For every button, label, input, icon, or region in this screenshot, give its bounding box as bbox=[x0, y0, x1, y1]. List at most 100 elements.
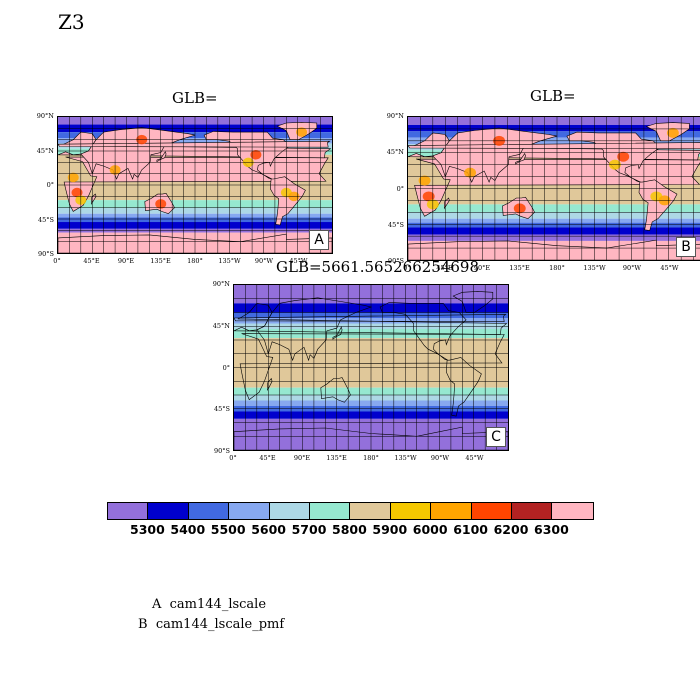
namerica-outline bbox=[379, 302, 467, 361]
samerica-outline bbox=[445, 357, 482, 417]
uk-outline bbox=[234, 313, 507, 323]
lon-tick-label: 180° bbox=[363, 454, 379, 462]
lon-tick-label: 0° bbox=[229, 454, 237, 462]
lon-tick-label: 135°W bbox=[583, 264, 606, 272]
contour-highlight bbox=[250, 150, 262, 160]
samerica-outline bbox=[269, 176, 306, 226]
panel-c-title: GLB=5661.565266254698 bbox=[276, 258, 479, 276]
contour-band bbox=[408, 212, 700, 219]
lat-tick-label: 45°S bbox=[214, 405, 230, 414]
colorbar-swatch bbox=[148, 503, 189, 519]
lon-tick-label: 90°E bbox=[473, 264, 491, 272]
map-svg bbox=[58, 117, 332, 253]
colorbar-swatch bbox=[108, 503, 149, 519]
lon-tick-label: 135°E bbox=[150, 257, 171, 265]
colorbar-swatch bbox=[431, 503, 472, 519]
legend-entry-a: A cam144_lscale bbox=[152, 597, 267, 612]
lon-tick-label: 45°W bbox=[289, 257, 308, 265]
lon-tick-label: 135°E bbox=[326, 454, 347, 462]
colorbar-swatch bbox=[350, 503, 391, 519]
lon-tick-label: 45°E bbox=[83, 257, 100, 265]
japan-outline bbox=[156, 151, 167, 163]
colorbar-label: 5800 bbox=[331, 522, 367, 537]
colorbar-label: 5700 bbox=[291, 522, 327, 537]
lon-tick-label: 90°E bbox=[293, 454, 311, 462]
panel-a-title: GLB= bbox=[172, 89, 218, 107]
uk-outline bbox=[58, 140, 331, 148]
contour-highlight bbox=[67, 172, 79, 183]
lon-tick-label: 180° bbox=[187, 257, 203, 265]
japan-outline bbox=[332, 326, 343, 340]
colorbar-label: 5400 bbox=[170, 522, 206, 537]
lon-tick-label: 135°W bbox=[394, 454, 417, 462]
lon-tick-label: 45°W bbox=[465, 454, 484, 462]
contour-highlight bbox=[296, 127, 308, 137]
uk-outline bbox=[408, 142, 700, 150]
lon-tick-label: 0° bbox=[403, 264, 411, 272]
colorbar-swatch bbox=[471, 503, 512, 519]
lat-tick-label: 0° bbox=[46, 181, 54, 189]
contour-highlight bbox=[422, 191, 435, 202]
colorbar-swatch bbox=[511, 503, 553, 519]
contour-highlight bbox=[418, 175, 431, 186]
colorbar-label: 5300 bbox=[129, 522, 165, 537]
lat-tick-label: 90°N bbox=[386, 112, 404, 120]
colorbar-label: 6300 bbox=[533, 522, 569, 537]
colorbar-swatch bbox=[229, 503, 270, 519]
colorbar-label: 5500 bbox=[210, 522, 246, 537]
lon-tick-label: 45°E bbox=[259, 454, 276, 462]
contour-band bbox=[408, 218, 700, 223]
page-title: Z3 bbox=[58, 10, 85, 34]
map-svg bbox=[408, 117, 700, 260]
contour-highlight bbox=[666, 127, 679, 138]
colorbar-label: 6100 bbox=[453, 522, 488, 537]
contour-band bbox=[408, 204, 700, 213]
colorbar-label: 5900 bbox=[372, 522, 408, 537]
contour-band bbox=[408, 124, 700, 132]
lon-tick-label: 45°W bbox=[660, 264, 679, 272]
contour-highlight bbox=[617, 151, 630, 162]
colorbar-swatch bbox=[188, 503, 230, 519]
contour-highlight bbox=[71, 187, 83, 198]
panel-b-tag: B bbox=[676, 237, 696, 257]
lat-tick-label: 45°N bbox=[212, 321, 230, 330]
lon-tick-label: 90°W bbox=[254, 257, 274, 265]
samerica-outline bbox=[638, 179, 678, 231]
lon-tick-label: 135°W bbox=[218, 257, 241, 265]
lat-tick-label: 0° bbox=[396, 184, 404, 193]
lon-tick-label: 0° bbox=[53, 257, 61, 265]
map-svg bbox=[234, 285, 508, 450]
lon-tick-label: 180° bbox=[549, 264, 565, 272]
lat-tick-label: 90°S bbox=[38, 250, 54, 258]
colorbar-swatch bbox=[309, 503, 351, 519]
lon-tick-label: 135°E bbox=[509, 264, 530, 272]
map-panel-a bbox=[57, 116, 333, 254]
lon-tick-label: 90°W bbox=[430, 454, 450, 462]
lat-tick-label: 0° bbox=[222, 363, 230, 372]
lat-tick-label: 45°N bbox=[386, 148, 404, 157]
lat-tick-label: 45°N bbox=[36, 146, 54, 155]
colorbar-label: 5600 bbox=[251, 522, 286, 537]
lat-tick-label: 90°S bbox=[388, 257, 404, 265]
colorbar-label: 6000 bbox=[412, 522, 448, 537]
japan-outline bbox=[515, 152, 526, 165]
lon-tick-label: 45°E bbox=[436, 264, 453, 272]
contour-band bbox=[408, 131, 700, 138]
map-panel-b bbox=[407, 116, 700, 261]
lat-tick-label: 90°N bbox=[212, 280, 230, 288]
lon-tick-label: 90°W bbox=[622, 264, 642, 272]
colorbar-swatch bbox=[269, 503, 310, 519]
madagascar-outline bbox=[267, 377, 273, 391]
lat-tick-label: 45°S bbox=[38, 215, 54, 224]
lat-tick-label: 90°S bbox=[214, 447, 230, 455]
legend-entry-b: B cam144_lscale_pmf bbox=[138, 617, 285, 632]
colorbar-label: 6200 bbox=[493, 522, 529, 537]
contour-band bbox=[408, 227, 700, 235]
colorbar-swatch bbox=[390, 503, 432, 519]
map-panel-c bbox=[233, 284, 509, 451]
panel-c-tag: C bbox=[486, 427, 506, 447]
australia-outline bbox=[320, 377, 351, 403]
contour-band bbox=[408, 117, 700, 125]
colorbar bbox=[107, 502, 594, 520]
lat-tick-label: 90°N bbox=[36, 112, 54, 120]
